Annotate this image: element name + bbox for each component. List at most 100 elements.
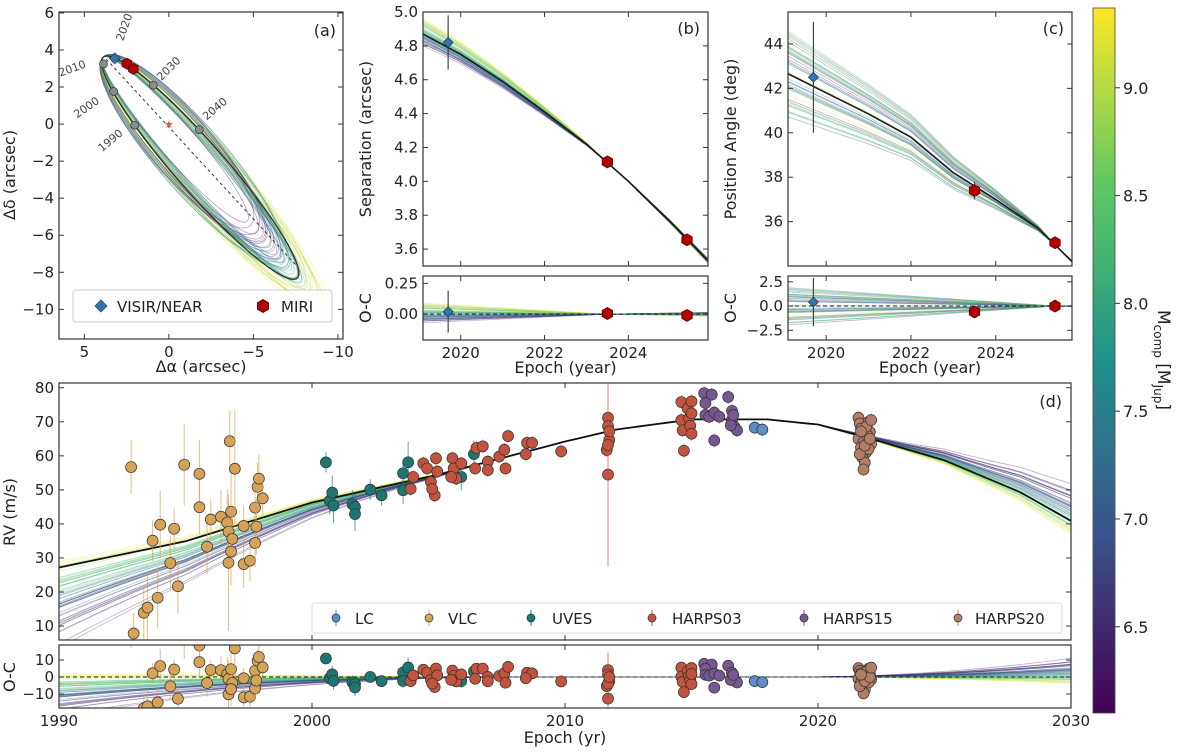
posterior-residual-curve [423, 306, 708, 315]
posterior-residual-curve [788, 294, 1072, 307]
y-tick-label: 2.5 [759, 273, 783, 291]
lc-residual-point [756, 676, 769, 688]
x-tick-label: −5 [242, 343, 264, 361]
y-tick-label: 5.0 [394, 3, 418, 21]
colorbar-label-main: M [1153, 310, 1173, 325]
harps03-residual-point [555, 675, 568, 688]
legend-vlc-label: VLC [448, 610, 477, 628]
posterior-residual-curve [788, 295, 1072, 307]
y-tick-label: 40 [764, 124, 783, 142]
posterior-curve [788, 50, 1072, 263]
y-axis-label-b: Separation (arcsec) [356, 61, 375, 217]
y-tick-label: 2 [44, 78, 54, 96]
posterior-residual-curve [788, 290, 1072, 307]
posterior-residual-curve [788, 305, 1072, 313]
posterior-curve [788, 111, 1072, 262]
vlc-rv-point [127, 627, 140, 640]
panel-b-plot-area [423, 15, 708, 264]
posterior-orbit [100, 54, 272, 248]
posterior-curve [788, 87, 1072, 262]
y-tick-label: 0.0 [759, 297, 783, 315]
y-tick-label: −2 [32, 152, 54, 170]
posterior-curve [788, 35, 1072, 263]
posterior-curve [423, 43, 708, 260]
vlc-rv-point [146, 534, 159, 547]
y-tick-label: 4.6 [394, 71, 418, 89]
miri-point [968, 184, 981, 197]
vlc-rv-point [253, 472, 265, 485]
panel-a-plot-area: ★ [99, 52, 330, 314]
vlc-residual-point [204, 664, 217, 676]
y-tick-label: 4 [44, 41, 54, 59]
harps03-residual-point [481, 675, 494, 688]
y-tick-label: 0 [44, 668, 54, 686]
posterior-curve [788, 55, 1072, 263]
legend-d [311, 602, 1063, 634]
posterior-curve [788, 84, 1072, 262]
posterior-orbit [100, 54, 282, 261]
miri-point [601, 155, 613, 169]
y-tick-label: −10 [22, 300, 54, 318]
posterior-curve [788, 101, 1072, 262]
colorbar-tick-label: 9.0 [1123, 79, 1148, 98]
visir-near-point [807, 71, 819, 83]
posterior-residual-curve [788, 305, 1072, 309]
epoch-marker [109, 87, 118, 96]
harps20-rv-point [855, 425, 867, 438]
vlc-residual-point [193, 656, 206, 668]
posterior-curve [788, 32, 1072, 263]
residual-axis-label-b: O-C [356, 293, 375, 323]
posterior-curve [423, 45, 708, 260]
harps15-rv-point [708, 434, 721, 447]
panel-a-frame [58, 11, 344, 340]
legend-harps03-label: HARPS03 [672, 610, 742, 628]
vlc-residual-point [146, 667, 159, 680]
posterior-residual-curve [423, 308, 708, 316]
harps15-rv-point [713, 410, 726, 423]
posterior-residual-curve [788, 294, 1072, 307]
posterior-orbit [101, 55, 298, 279]
posterior-orbit [101, 56, 278, 255]
harps03-rv-point [481, 464, 494, 476]
vlc-rv-point [151, 591, 164, 604]
harps03-residual-point [469, 672, 482, 685]
legend-lc-marker [331, 613, 341, 623]
y-tick-label: 20 [35, 583, 54, 601]
harps03-rv-point [469, 462, 482, 475]
legend-uves-marker [526, 613, 536, 623]
posterior-residual-curve [788, 290, 1072, 307]
colorbar: Mcomp [MJup] [1092, 7, 1173, 714]
harps20-residual-point [855, 668, 867, 681]
posterior-residual-curve [423, 313, 708, 322]
panel-c-oc-plot-area [788, 277, 1072, 327]
posterior-residual-curve [423, 307, 708, 316]
posterior-residual-curve [788, 289, 1072, 307]
posterior-curve [423, 41, 708, 262]
harps03-rv-point [445, 471, 457, 483]
harps15-rv-point [705, 388, 718, 401]
legend-vlc-marker [424, 613, 434, 623]
uves-rv-point [375, 489, 388, 502]
miri-point [1049, 236, 1061, 250]
legend-miri-label: MIRI [281, 298, 313, 316]
posterior-curve [423, 35, 708, 262]
posterior-curve [788, 45, 1072, 263]
posterior-rv-curve [59, 419, 1071, 578]
posterior-curve [423, 35, 708, 261]
vlc-rv-point [244, 554, 256, 567]
harps03-residual-point [685, 668, 698, 680]
visir-near-point [442, 36, 454, 48]
harps03-rv-point [476, 440, 489, 453]
panel-label-d: (d) [1039, 392, 1062, 411]
posterior-orbit [99, 53, 260, 236]
y-tick-label: 42 [764, 79, 783, 97]
y-tick-label: −8 [32, 263, 54, 281]
harps03-residual-point [455, 668, 468, 681]
harps03-rv-point [430, 452, 442, 465]
harps15-residual-point [727, 668, 740, 681]
y-tick-label: 10 [35, 617, 54, 635]
posterior-residual-curve [788, 305, 1072, 319]
harps15-rv-point [722, 391, 735, 403]
vlc-rv-point [249, 501, 261, 514]
posterior-residual-curve [788, 305, 1072, 316]
